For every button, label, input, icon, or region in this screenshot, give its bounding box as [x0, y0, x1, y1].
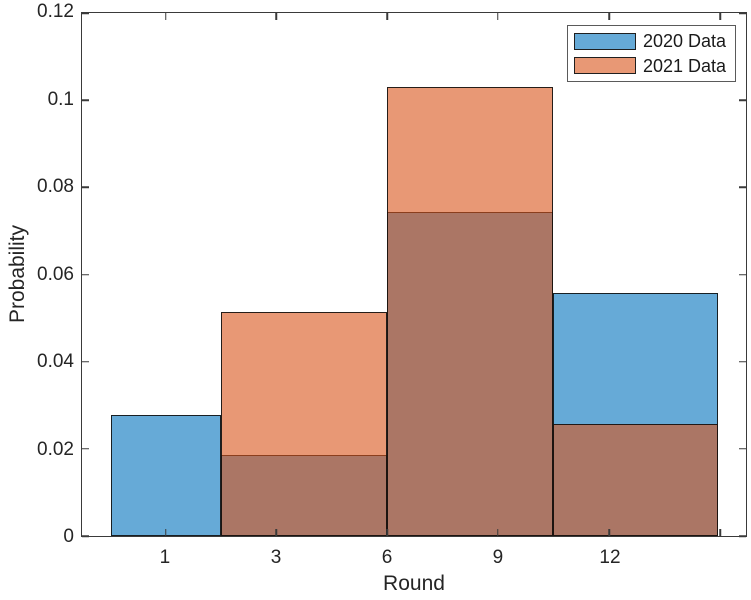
y-tick: [82, 12, 89, 14]
x-tick: [386, 529, 388, 536]
x-tick-label: 1: [159, 547, 171, 568]
x-tick: [496, 13, 499, 20]
x-tick-labels: 1 3 6 9 12: [81, 546, 747, 572]
x-tick-label: 6: [381, 547, 393, 568]
y-tick-label: 0: [63, 526, 74, 547]
legend-item-2021: 2021 Data: [574, 57, 735, 75]
y-tick: [739, 99, 746, 101]
y-tick: [82, 99, 89, 101]
legend: 2020 Data 2021 Data: [567, 25, 736, 82]
x-tick-label: 12: [599, 547, 621, 568]
x-tick-label: 9: [492, 547, 504, 568]
y-tick-labels: 0 0.02 0.04 0.06 0.08 0.1 0.12: [0, 0, 74, 600]
y-tick: [82, 360, 89, 363]
y-tick-label: 0.1: [47, 88, 74, 110]
y-tick: [82, 535, 89, 537]
x-tick: [386, 13, 388, 20]
bar-2021-bin4: [552, 424, 719, 536]
y-tick: [82, 186, 89, 189]
legend-swatch-2020: [574, 32, 636, 50]
x-tick: [719, 13, 721, 20]
y-tick: [82, 273, 89, 276]
legend-swatch-2021: [574, 57, 636, 75]
y-tick-label: 0.12: [37, 1, 74, 22]
y-tick: [82, 448, 89, 450]
y-tick: [739, 448, 746, 450]
y-tick-label: 0.02: [37, 438, 74, 460]
x-tick: [496, 529, 499, 536]
legend-item-2020: 2020 Data: [574, 32, 735, 50]
x-tick: [164, 529, 167, 536]
y-tick-label: 0.08: [37, 176, 74, 197]
x-tick: [275, 529, 278, 536]
y-tick: [739, 360, 746, 363]
legend-label-2020: 2020 Data: [643, 31, 727, 52]
y-tick: [739, 535, 746, 537]
plot-area: [81, 12, 747, 537]
bar-2021-bin3: [387, 86, 553, 536]
x-axis-title: Round: [383, 572, 445, 595]
x-tick: [719, 529, 721, 536]
y-tick: [739, 12, 746, 14]
y-tick: [739, 273, 746, 276]
x-tick-label: 3: [270, 547, 282, 568]
y-tick-label: 0.04: [37, 351, 74, 372]
x-tick: [275, 13, 278, 20]
x-tick: [164, 13, 167, 20]
y-tick-label: 0.06: [37, 263, 74, 285]
bar-2020-bin1: [110, 414, 221, 536]
legend-label-2021: 2021 Data: [643, 55, 727, 76]
y-tick: [739, 186, 746, 189]
x-tick: [608, 13, 611, 20]
bar-2021-bin2: [220, 311, 388, 536]
x-tick: [608, 529, 611, 536]
